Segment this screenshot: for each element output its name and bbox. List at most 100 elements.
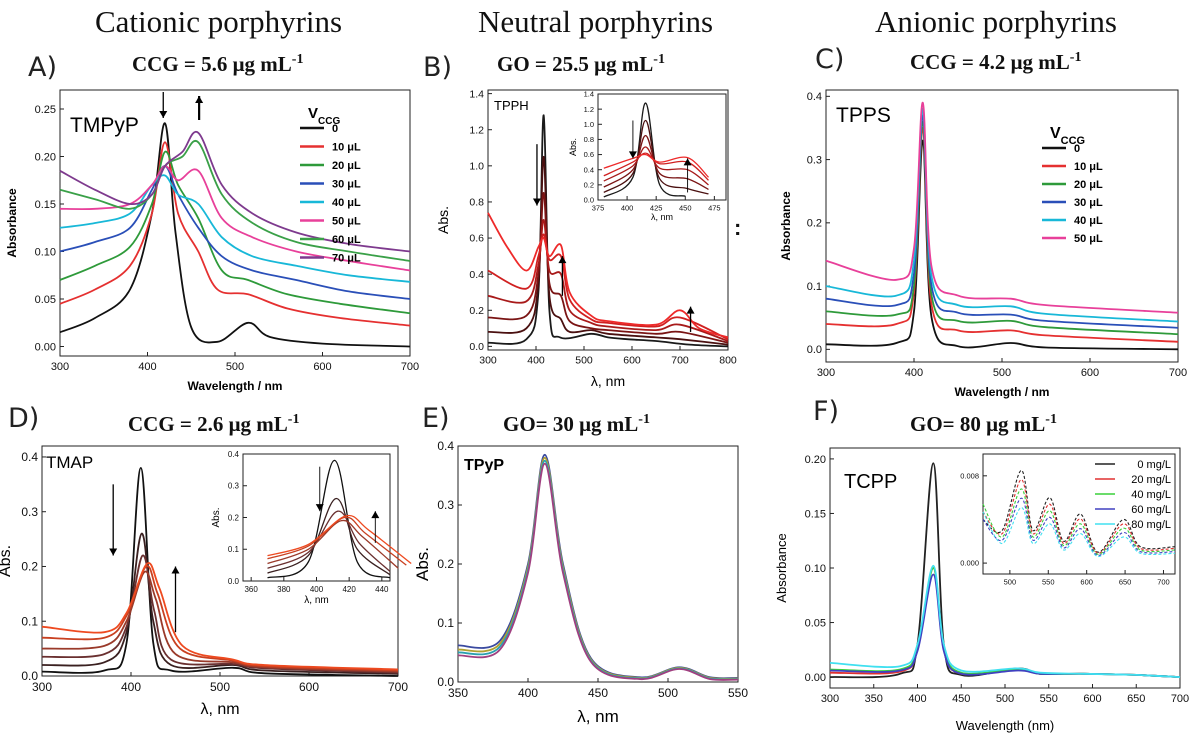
panel-title-e: GO= 30 μg mL-1 (503, 412, 650, 437)
chart-a-series-line (59, 140, 411, 262)
chart-b-inset-x-tick-label: 425 (650, 204, 663, 213)
chart-d-inset-y-tick-label: 0.4 (228, 450, 240, 459)
chart-b-inset-series-line (603, 102, 686, 198)
chart-f-y-tick-label: 0.00 (805, 672, 826, 684)
chart-d-y-tick-label: 0.3 (21, 505, 38, 519)
chart-c-series-line (825, 101, 1179, 314)
chart-e-y-axis-label: Abs. (413, 547, 432, 581)
chart-b-inset-arrow-up-head (683, 158, 692, 166)
chart-a-x-tick-label: 300 (51, 361, 69, 373)
chart-b-inset-y-tick-label: 1.0 (584, 120, 594, 129)
chart-d-series-line (41, 565, 399, 672)
chart-d-y-tick-label: 0.1 (21, 614, 38, 628)
panel-label-b: B) (423, 52, 453, 83)
panel-label-d: D) (8, 403, 40, 434)
chart-e-x-tick-label: 500 (658, 686, 678, 700)
chart-f-y-tick-label: 0.10 (805, 563, 826, 575)
title-c-sup: -1 (1069, 50, 1082, 65)
chart-d-inset-plot-frame (242, 453, 391, 582)
chart-e-y-tick-label: 0.4 (437, 439, 454, 453)
chart-d-inset-x-tick-label: 360 (244, 585, 258, 594)
chart-b-series-line (487, 219, 729, 342)
chart-f-legend-label: 60 mg/L (1131, 504, 1171, 516)
chart-f-x-tick-label: 700 (1171, 693, 1189, 705)
chart-a-series-line (59, 130, 411, 253)
chart-c-x-tick-label: 400 (905, 367, 923, 379)
chart-a-arrow-up-head (195, 96, 204, 103)
chart-f-x-tick-label: 500 (996, 693, 1014, 705)
chart-b-y-tick-label: 0.4 (469, 269, 484, 281)
chart-d-x-tick-label: 700 (388, 680, 408, 694)
chart-d-x-tick-label: 500 (210, 680, 230, 694)
chart-b-series-line (487, 212, 729, 339)
chart-b-y-tick-label: 1.2 (469, 124, 484, 136)
chart-d-x-tick-label: 600 (299, 680, 319, 694)
chart-e-y-tick-label: 0.3 (437, 498, 454, 512)
title-f-sup: -1 (1045, 412, 1057, 427)
chart-f-inset-x-tick-label: 600 (1080, 578, 1093, 587)
chart-a-series-line (59, 165, 411, 272)
chart-a-arrow-down-head (159, 111, 168, 118)
chart-b-arrow-down-head (532, 198, 541, 206)
chart-b-x-tick-label: 700 (671, 355, 689, 367)
chart-a-legend-label: 40 μL (332, 197, 361, 209)
chart-a-x-tick-label: 600 (313, 361, 331, 373)
chart-d-inset-y-tick-label: 0.2 (228, 513, 240, 522)
chart-f-series-line (829, 564, 1181, 678)
chart-b-species-label: TPPH (494, 98, 529, 113)
chart-b-inset-series-line (603, 153, 709, 178)
chart-d-inset-x-tick-label: 440 (375, 585, 389, 594)
chart-b-inset-y-tick-label: 0.4 (584, 165, 594, 174)
panel-title-a: CCG = 5.6 μg mL-1 (132, 52, 303, 77)
title-d-sup: -1 (287, 412, 300, 427)
chart-b-inset-y-tick-label: 0.2 (584, 180, 594, 189)
chart-b-x-tick-label: 600 (623, 355, 641, 367)
chart-f-legend-label: 0 mg/L (1137, 459, 1171, 471)
chart-f-x-axis-label: Wavelength (nm) (956, 718, 1055, 733)
chart-d-y-tick-label: 0.2 (21, 560, 38, 574)
chart-c-legend-label: 20 μL (1074, 179, 1103, 191)
panel-title-f: GO= 80 μg mL-1 (910, 412, 1057, 437)
chart-d-inset-series-line (267, 459, 391, 579)
chart-f-legend-label: 20 mg/L (1131, 474, 1171, 486)
chart-f-x-tick-label: 650 (1127, 693, 1145, 705)
panel-label-a: A) (28, 52, 58, 83)
chart-b-inset-x-axis-label: λ, nm (651, 212, 673, 222)
chart-d-x-tick-label: 300 (32, 680, 52, 694)
chart-b-inset-y-tick-label: 1.4 (584, 90, 594, 99)
chart-b-y-tick-label: 0.2 (469, 305, 484, 317)
chart-d-series-line (41, 562, 399, 671)
chart-d-y-tick-label: 0.4 (21, 450, 38, 464)
chart-a-legend-label: 30 μL (332, 179, 361, 191)
chart-f-x-tick-label: 450 (952, 693, 970, 705)
chart-d-inset-x-tick-label: 420 (342, 585, 356, 594)
panel-label-e: E) (422, 403, 450, 434)
title-a-sup: -1 (291, 52, 304, 67)
chart-b-x-tick-label: 800 (719, 355, 737, 367)
title-d-main: CCG = 2.6 μg mL (128, 412, 288, 436)
chart-b-y-axis-label: Abs. (435, 206, 451, 234)
chart-b-inset-x-tick-label: 375 (592, 204, 605, 213)
chart-c-x-tick-label: 700 (1169, 367, 1187, 379)
chart-a-legend-label: 70 μL (332, 253, 361, 265)
chart-b-y-tick-label: 1.0 (469, 161, 484, 173)
chart-a-x-axis-label: Wavelength / nm (188, 379, 283, 393)
chart-f-inset-y-tick-label: 0.000 (960, 559, 979, 568)
chart-f-y-tick-label: 0.20 (805, 454, 826, 466)
heading-anionic: Anionic porphyrins (875, 4, 1117, 39)
chart-a-species-label: TMPyP (70, 114, 139, 137)
chart-f-inset-series-line (982, 469, 1176, 553)
chart-a-x-tick-label: 500 (226, 361, 244, 373)
chart-d-x-tick-label: 400 (121, 680, 141, 694)
chart-d-inset-series-line (267, 510, 391, 572)
chart-c-legend-label: 40 μL (1074, 215, 1103, 227)
chart-b-arrow-up-q-head (686, 306, 695, 314)
stray-colon: : (734, 215, 742, 240)
chart-c-legend-title-sub: CCG (1061, 135, 1085, 147)
chart-b-inset-y-tick-label: 1.2 (584, 105, 594, 114)
chart-d-inset-arrow-down-head (315, 504, 324, 512)
chart-f-inset-series-line (982, 497, 1176, 557)
chart-b-y-tick-label: 0.6 (469, 233, 484, 245)
chart-a-plot-frame (59, 89, 411, 357)
chart-b-inset-series-line (603, 119, 709, 195)
